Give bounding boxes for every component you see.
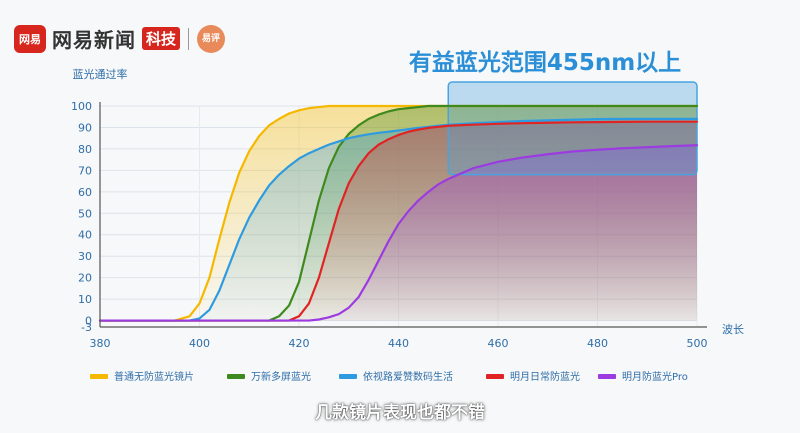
x-tick-label: 440 (388, 337, 409, 350)
series-line-3 (98, 117, 699, 322)
y-tick-label: -3 (81, 321, 92, 334)
y-tick-label: 50 (78, 207, 92, 220)
y-tick-label: 0 (85, 315, 92, 328)
video-subtitle: 几款镜片表现也都不错 (315, 403, 485, 423)
legend-swatch-2 (227, 374, 245, 379)
legend-label-5: 明月防蓝光Pro (622, 370, 688, 383)
legend-label-4: 明月日常防蓝光 (510, 370, 580, 383)
y-tick-label: 20 (78, 272, 92, 285)
series-line-5 (98, 144, 699, 322)
x-tick-label: 460 (488, 337, 509, 350)
y-axis-title: 蓝光通过率 (73, 67, 128, 81)
brand-divider (188, 27, 190, 50)
brand-name: 网易新闻 (52, 28, 136, 52)
y-tick-label: 90 (78, 121, 92, 134)
annotation-region (447, 81, 698, 176)
legend-swatch-1 (90, 374, 108, 379)
annotation-label: 有益蓝光范围455nm以上 (409, 49, 681, 76)
series-area-5 (100, 145, 697, 321)
y-tick-label: 80 (78, 143, 92, 156)
brand-badge-icon: 易评 (197, 24, 226, 53)
netease-logo-icon: 网易 (14, 24, 46, 53)
x-tick-label: 480 (587, 337, 608, 350)
legend-swatch-3 (339, 374, 357, 379)
legend-label-3: 依视路爱赞数码生活 (363, 370, 453, 383)
legend-swatch-4 (486, 374, 504, 379)
x-tick-label: 400 (189, 337, 210, 350)
legend-label-2: 万新多屏蓝光 (251, 370, 311, 383)
brand-tag: 科技 (142, 27, 181, 50)
y-tick-label: 30 (78, 250, 92, 263)
x-axis-title: 波长 (722, 323, 744, 336)
brand-header: 网易 网易新闻 科技 易评 (14, 24, 226, 53)
y-tick-label: 40 (78, 229, 92, 242)
x-tick-label: 380 (90, 337, 111, 350)
y-tick-label: 60 (78, 186, 92, 199)
y-tick-label: 70 (78, 164, 92, 177)
x-tick-label: 500 (687, 337, 708, 350)
y-tick-label: 10 (78, 293, 92, 306)
legend-label-1: 普通无防蓝光镜片 (114, 370, 194, 383)
legend-swatch-5 (598, 374, 616, 379)
x-tick-label: 420 (289, 337, 310, 350)
y-tick-label: 100 (71, 100, 92, 113)
